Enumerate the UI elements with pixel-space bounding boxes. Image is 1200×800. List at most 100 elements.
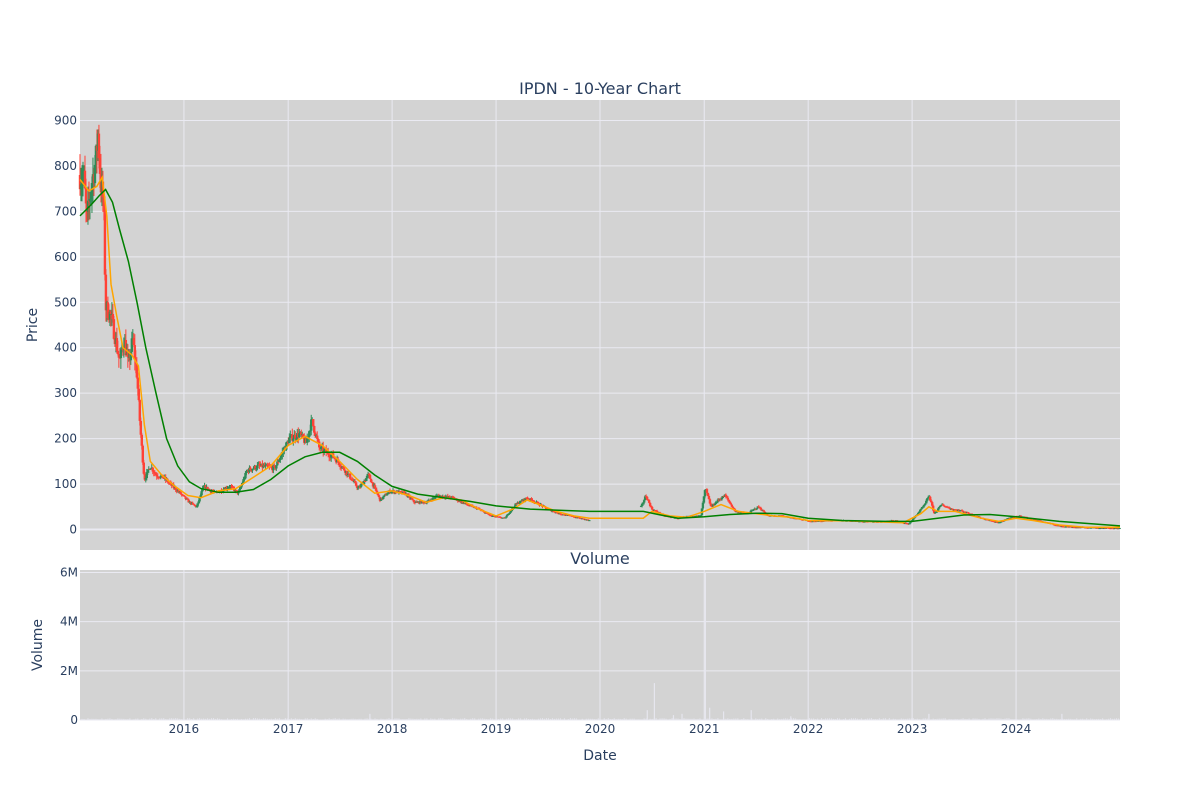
- volume-bar: [83, 719, 85, 720]
- volume-bar: [232, 718, 234, 720]
- volume-bar: [127, 719, 129, 720]
- candle-body: [749, 510, 752, 513]
- candle-body: [226, 488, 229, 490]
- price-y-tick-label: 0: [69, 523, 77, 537]
- volume-bar: [115, 719, 117, 720]
- candle-body: [578, 517, 581, 519]
- volume-bar: [978, 718, 980, 720]
- volume-bar: [113, 719, 115, 720]
- candle-body: [1111, 527, 1114, 529]
- date-x-tick-label: 2020: [585, 722, 616, 736]
- volume-bar: [89, 718, 91, 720]
- candle-body: [640, 503, 644, 506]
- candle-body: [655, 510, 659, 513]
- volume-bar: [884, 718, 886, 720]
- volume-bar: [103, 719, 105, 720]
- volume-bar: [446, 719, 448, 720]
- volume-bar: [1046, 718, 1048, 720]
- volume-bar: [165, 719, 167, 720]
- candle-body: [349, 478, 353, 480]
- volume-bar: [231, 718, 233, 720]
- candle-body: [324, 449, 328, 453]
- candle-body: [488, 514, 491, 516]
- volume-bar: [382, 718, 384, 720]
- candle-body: [588, 520, 591, 522]
- volume-bar: [362, 719, 364, 720]
- candle-body: [342, 467, 346, 471]
- candle-body: [353, 481, 357, 483]
- volume-bar: [282, 719, 284, 720]
- candle-body: [143, 473, 146, 480]
- candle-body: [199, 495, 202, 498]
- volume-bar: [970, 719, 972, 720]
- volume-bar: [492, 718, 494, 720]
- volume-bar: [193, 718, 195, 720]
- volume-bar: [771, 719, 773, 720]
- volume-bar: [306, 718, 308, 720]
- candle-body: [89, 192, 93, 199]
- volume-bar: [1048, 719, 1050, 720]
- volume-bar: [258, 718, 260, 720]
- volume-bar: [1036, 718, 1038, 720]
- volume-bar: [270, 718, 272, 720]
- volume-bar: [452, 718, 454, 720]
- volume-bar: [107, 718, 109, 720]
- volume-bar: [741, 719, 743, 720]
- candle-body: [237, 491, 240, 494]
- volume-bar: [753, 719, 755, 720]
- volume-bar: [799, 719, 801, 720]
- volume-bar: [101, 718, 103, 720]
- candle-body: [106, 302, 110, 319]
- volume-y-axis-label: Volume: [30, 619, 46, 671]
- volume-bar: [581, 718, 583, 720]
- volume-bar: [711, 718, 713, 720]
- volume-bar: [225, 719, 227, 720]
- candle-body: [302, 434, 305, 439]
- candle-body: [536, 501, 539, 503]
- volume-bar: [1068, 718, 1070, 720]
- volume-bar: [358, 718, 360, 720]
- volume-bar: [338, 718, 340, 720]
- volume-bar: [219, 718, 221, 720]
- candle-body: [925, 500, 928, 504]
- candle-body: [930, 502, 934, 506]
- candle-body: [648, 502, 652, 507]
- volume-bar: [488, 719, 490, 720]
- volume-bar: [557, 718, 559, 720]
- candle-body: [88, 198, 92, 202]
- volume-bar: [462, 718, 464, 720]
- volume-bar: [637, 719, 639, 720]
- date-x-tick-label: 2016: [169, 722, 200, 736]
- candle-body: [316, 435, 319, 439]
- volume-bar: [613, 718, 615, 720]
- volume-bar: [663, 718, 665, 720]
- candle-body: [643, 496, 647, 501]
- volume-bar: [256, 718, 258, 720]
- candle-body: [333, 457, 337, 460]
- volume-bar: [609, 718, 611, 720]
- volume-bar: [268, 719, 270, 720]
- volume-bar: [765, 718, 767, 720]
- volume-bar: [789, 718, 791, 720]
- candle-body: [708, 499, 712, 504]
- volume-bar: [514, 719, 516, 720]
- candle-body: [465, 503, 468, 505]
- candle-body: [158, 477, 161, 479]
- volume-bar: [119, 718, 121, 720]
- candle-body: [932, 510, 936, 514]
- candle-body: [389, 491, 393, 493]
- volume-bar: [561, 719, 563, 720]
- candle-body: [524, 497, 527, 501]
- volume-bar: [593, 719, 595, 720]
- volume-bar: [234, 718, 236, 720]
- volume-spike-bar: [681, 713, 683, 720]
- candle-body: [187, 499, 190, 503]
- volume-bar: [336, 718, 338, 720]
- candle-body: [151, 467, 154, 472]
- volume-bar: [755, 718, 757, 720]
- candle-body: [433, 497, 437, 499]
- volume-bar: [669, 718, 671, 720]
- volume-bar: [671, 718, 673, 720]
- volume-bar: [141, 718, 143, 720]
- volume-bar: [589, 718, 591, 720]
